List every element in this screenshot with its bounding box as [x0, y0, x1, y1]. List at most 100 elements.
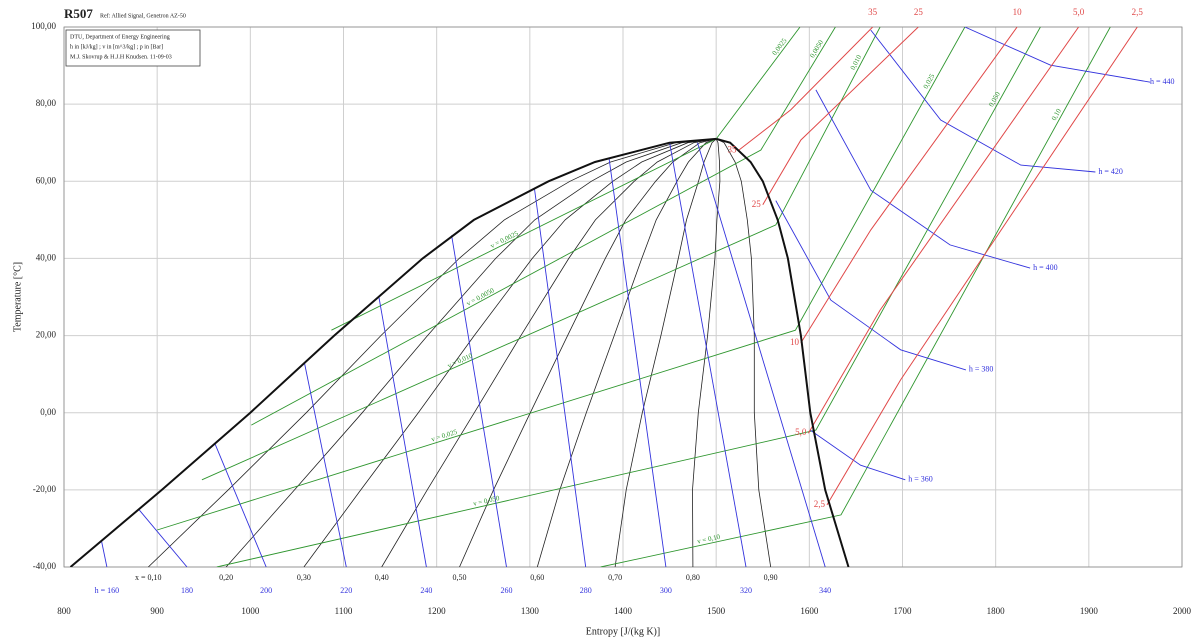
quality-line [614, 138, 717, 567]
enthalpy-label: 180 [181, 586, 193, 595]
isobar-line [800, 27, 1018, 344]
enthalpy-line [608, 158, 667, 567]
x-tick-label: 1600 [800, 606, 819, 616]
enthalpy-label: h = 160 [95, 586, 120, 595]
x-axis-title: Entropy [J/(kg K)] [586, 626, 660, 637]
info-line: M.J. Skovrup & H.J.H Knudsen. 11-09-03 [70, 54, 172, 60]
isobar-line [807, 27, 1080, 434]
x-tick-label: 1400 [614, 606, 633, 616]
isobar-line [826, 27, 1138, 506]
x-tick-label: 2000 [1173, 606, 1192, 616]
isobar-label: 5,0 [795, 427, 807, 437]
y-tick-label: -20,00 [33, 484, 57, 494]
quality-label: x = 0,10 [135, 573, 162, 582]
isobar-label: 10 [1013, 7, 1023, 17]
enthalpy-line [378, 296, 427, 567]
enthalpy-line [964, 27, 1151, 83]
quality-line [536, 138, 717, 567]
y-tick-label: 40,00 [36, 252, 57, 262]
isobar-label: 2,5 [814, 499, 826, 509]
quality-line [692, 138, 721, 567]
info-frame [65, 29, 201, 67]
quality-line [148, 138, 717, 567]
enthalpy-line [138, 508, 188, 567]
info-line: DTU, Department of Energy Engineering [70, 33, 170, 40]
x-tick-label: 1700 [894, 606, 913, 616]
chart-title: R507 [64, 6, 93, 21]
enthalpy-label: 200 [260, 586, 272, 595]
quality-line [303, 138, 717, 567]
isobar-label: 25 [752, 199, 762, 209]
isochore-line [251, 27, 836, 426]
enthalpy-label: 260 [501, 586, 513, 595]
y-tick-label: 60,00 [36, 175, 57, 185]
isochore-line [157, 27, 966, 531]
isobar-label: 25 [914, 7, 924, 17]
y-tick-label: -40,00 [33, 561, 57, 571]
y-tick-label: 80,00 [36, 98, 57, 108]
x-tick-label: 800 [57, 606, 71, 616]
isobar-label: 35 [868, 7, 878, 17]
enthalpy-line [697, 142, 826, 567]
quality-label: 0,90 [764, 573, 778, 582]
x-tick-label: 1500 [707, 606, 726, 616]
quality-label: 0,40 [375, 573, 389, 582]
quality-label: 0,80 [686, 573, 700, 582]
enthalpy-line [303, 362, 347, 567]
plot-frame [63, 26, 1183, 568]
x-tick-label: 1200 [428, 606, 447, 616]
enthalpy-label: 320 [740, 586, 752, 595]
x-tick-label: 1000 [241, 606, 260, 616]
isobar-label: 5,0 [1073, 7, 1085, 17]
y-tick-label: 100,00 [31, 21, 56, 31]
y-tick-label: 0,00 [40, 407, 56, 417]
enthalpy-line [100, 539, 108, 567]
isobar-label: 2,5 [1132, 7, 1144, 17]
enthalpy-label: h = 420 [1098, 167, 1123, 176]
info-line: h in [kJ/kg] ; v in [m^3/kg] ; p in [Bar… [70, 44, 163, 50]
isochore-line [216, 27, 1041, 567]
quality-line [459, 138, 717, 567]
y-tick-label: 20,00 [36, 330, 57, 340]
isochore-line [201, 27, 881, 481]
quality-line [716, 138, 772, 567]
enthalpy-line [669, 142, 747, 567]
enthalpy-line [214, 443, 267, 567]
vapor-saturation-line [715, 137, 850, 567]
enthalpy-line [870, 29, 1096, 173]
quality-label: 0,70 [608, 573, 622, 582]
isobar-label: 10 [790, 337, 800, 347]
enthalpy-label: h = 400 [1033, 263, 1058, 272]
x-tick-label: 1800 [987, 606, 1006, 616]
info-box: DTU, Department of Energy Engineering h i… [65, 29, 201, 67]
quality-label: 0,60 [530, 573, 544, 582]
quality-label: 0,20 [219, 573, 233, 582]
y-axis-title: Temperature [°C] [12, 262, 23, 332]
enthalpy-line [775, 200, 967, 371]
enthalpy-line [810, 429, 906, 481]
plot-area: -40,00-20,000,0020,0040,0060,0080,00100,… [31, 7, 1191, 616]
quality-label: 0,30 [297, 573, 311, 582]
isobar-line [738, 27, 874, 151]
curves [69, 27, 1151, 567]
liquid-saturation-line [69, 137, 717, 567]
enthalpy-label: h = 360 [908, 475, 933, 484]
enthalpy-label: 280 [580, 586, 592, 595]
enthalpy-label: 220 [340, 586, 352, 595]
isobar-line [762, 27, 919, 206]
x-tick-label: 1900 [1080, 606, 1099, 616]
enthalpy-label: h = 380 [969, 365, 994, 374]
x-tick-label: 900 [150, 606, 164, 616]
enthalpy-label: 240 [420, 586, 432, 595]
isobar-label: 35 [728, 144, 738, 154]
quality-line [381, 138, 717, 567]
enthalpy-label: 340 [819, 586, 831, 595]
x-tick-label: 1300 [521, 606, 540, 616]
enthalpy-line [815, 89, 1031, 269]
enthalpy-label: h = 440 [1150, 77, 1175, 86]
enthalpy-line [534, 188, 587, 567]
enthalpy-label: 300 [660, 586, 672, 595]
enthalpy-line [451, 235, 507, 567]
